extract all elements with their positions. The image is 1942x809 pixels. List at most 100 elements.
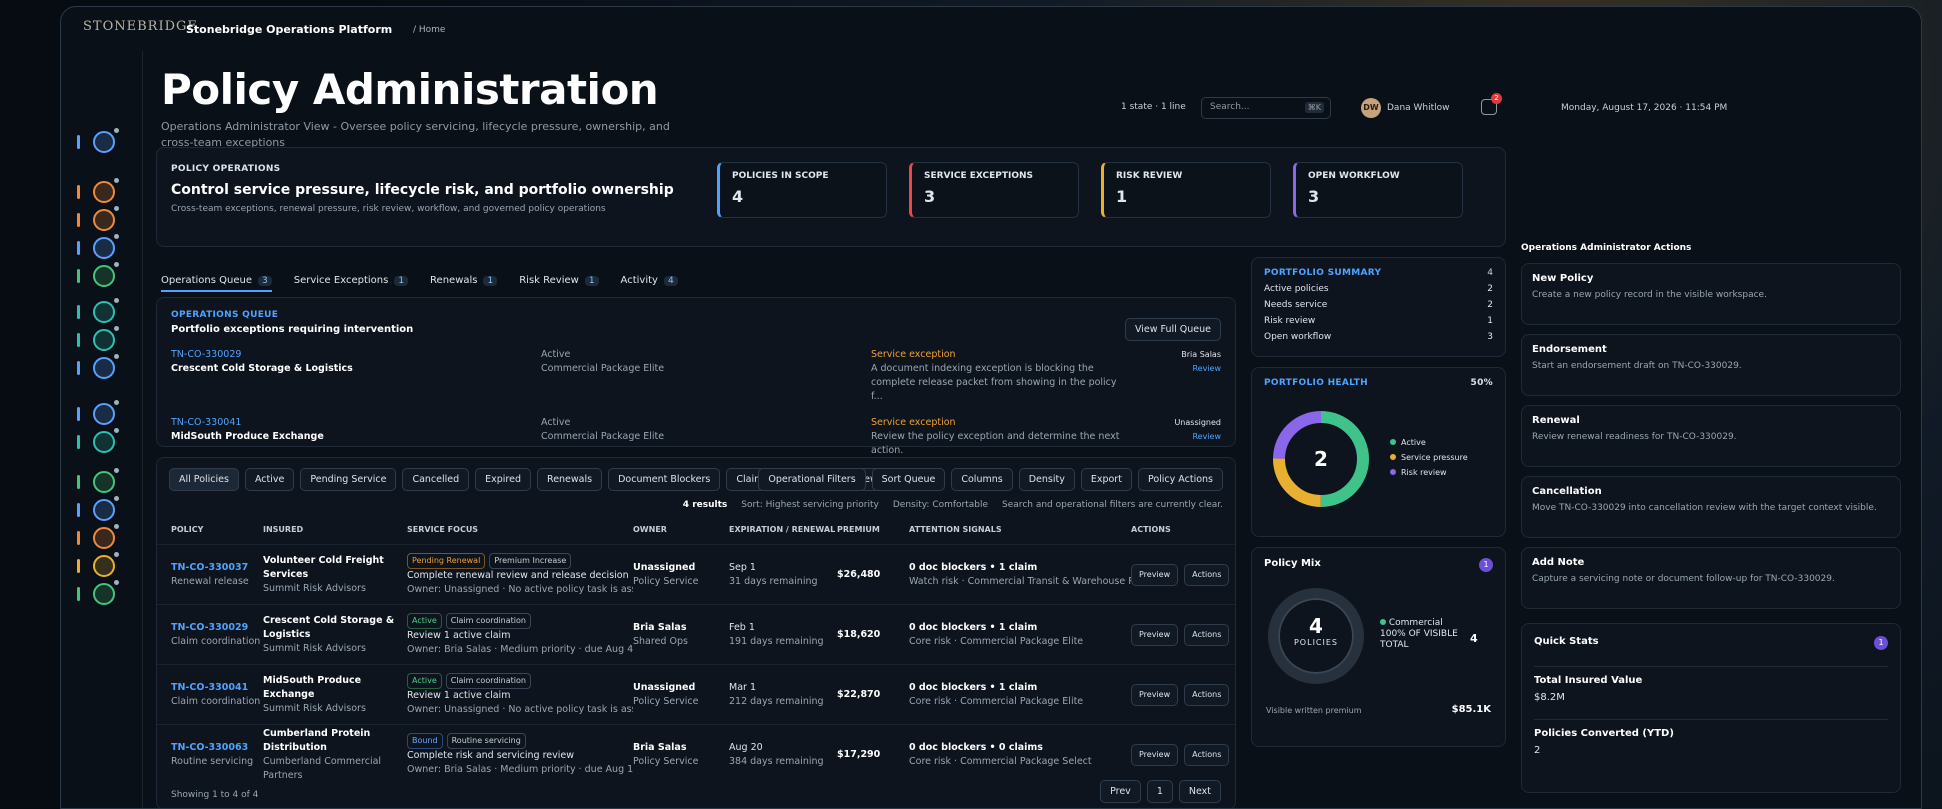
nav-icon[interactable]: [93, 428, 119, 453]
action-card[interactable]: New Policy Create a new policy record in …: [1521, 263, 1901, 325]
summary-label: Open workflow: [1264, 332, 1332, 342]
filter-chip[interactable]: Document Blockers: [608, 468, 721, 491]
policy-id[interactable]: TN-CO-330029: [171, 621, 249, 633]
sort-info: Sort: Highest servicing priority: [741, 500, 879, 510]
row-action[interactable]: Actions: [1184, 623, 1230, 646]
nav-icon[interactable]: [93, 552, 119, 577]
toolbar-button[interactable]: Columns: [951, 468, 1013, 491]
sidebar: [61, 51, 143, 808]
nav-icon[interactable]: [93, 468, 119, 493]
next-page[interactable]: Next: [1178, 780, 1221, 803]
prev-page[interactable]: Prev: [1100, 780, 1141, 803]
summary-value: 2: [1487, 284, 1493, 294]
row-action[interactable]: Preview: [1131, 563, 1179, 586]
filter-chip[interactable]: Cancelled: [402, 468, 470, 491]
insured-name: Crescent Cold Storage & Logistics: [171, 363, 353, 374]
breadcrumb[interactable]: / Home: [413, 25, 446, 35]
owner: Bria Salas: [633, 741, 687, 753]
nav-icon[interactable]: [93, 580, 119, 605]
issue-type: Service exception: [871, 417, 956, 428]
owner: Unassigned: [633, 561, 696, 573]
legend-item: Active: [1390, 438, 1468, 447]
policy-id[interactable]: TN-CO-330041: [171, 681, 249, 693]
filter-note: Search and operational filters are curre…: [1002, 500, 1223, 510]
row-action[interactable]: Preview: [1131, 683, 1179, 706]
policy-id[interactable]: TN-CO-330063: [171, 741, 249, 753]
user-name[interactable]: Dana Whitlow: [1387, 103, 1450, 113]
policy-id[interactable]: TN-CO-330029: [171, 349, 242, 360]
filter-chip[interactable]: Pending Service: [300, 468, 397, 491]
search-box[interactable]: Search... ⌘K: [1201, 97, 1331, 119]
nav-icon[interactable]: [93, 400, 119, 425]
date: Sep 1: [729, 561, 756, 573]
review-link[interactable]: Review: [1192, 364, 1221, 373]
tab[interactable]: Service Exceptions 1: [294, 275, 409, 292]
tab[interactable]: Activity 4: [621, 275, 678, 292]
overview-description: Cross-team exceptions, renewal pressure,…: [171, 204, 606, 214]
row-action[interactable]: Actions: [1184, 683, 1230, 706]
row-action[interactable]: Preview: [1131, 623, 1179, 646]
row-action[interactable]: Actions: [1184, 563, 1230, 586]
signals: 0 doc blockers • 1 claim: [909, 621, 1038, 633]
date: Aug 20: [729, 741, 763, 753]
nav-icon[interactable]: [93, 354, 119, 379]
toolbar-button[interactable]: Density: [1018, 468, 1075, 491]
cell-policy: TN-CO-330029 Claim coordination: [171, 621, 263, 649]
nav-icon[interactable]: [93, 496, 119, 521]
row-action[interactable]: Preview: [1131, 743, 1179, 766]
health-title: PORTFOLIO HEALTH: [1264, 378, 1368, 388]
action-card[interactable]: Cancellation Move TN-CO-330029 into cance…: [1521, 476, 1901, 538]
filter-chip[interactable]: All Policies: [169, 468, 239, 491]
app-name: Stonebridge Operations Platform: [186, 23, 393, 36]
filter-chip[interactable]: Renewals: [537, 468, 603, 491]
filter-chip[interactable]: Expired: [475, 468, 532, 491]
mix-legend: Commercial 100% OF VISIBLE TOTAL: [1380, 618, 1460, 651]
nav-icon[interactable]: [93, 206, 119, 231]
policy-id[interactable]: TN-CO-330037: [171, 561, 249, 573]
summary-item: Needs service 2: [1264, 300, 1493, 310]
nav-icon[interactable]: [93, 524, 119, 549]
action-card[interactable]: Endorsement Start an endorsement draft on…: [1521, 334, 1901, 396]
cell-signals: 0 doc blockers • 1 claim Core risk · Comm…: [909, 621, 1131, 649]
table-row: TN-CO-330063 Routine servicing Cumberland …: [157, 724, 1235, 784]
stats-title: Quick Stats: [1534, 636, 1599, 647]
bell-icon[interactable]: [1481, 99, 1497, 115]
queue-heading: Portfolio exceptions requiring intervent…: [171, 324, 414, 335]
avatar[interactable]: DW: [1361, 98, 1381, 118]
cell-owner: Bria Salas Shared Ops: [633, 621, 729, 649]
action-card[interactable]: Renewal Review renewal readiness for TN-C…: [1521, 405, 1901, 467]
toolbar-button[interactable]: Policy Actions: [1137, 468, 1223, 491]
stat-value: 2: [1534, 745, 1541, 756]
row-action[interactable]: Actions: [1184, 743, 1230, 766]
action-card[interactable]: Add Note Capture a servicing note or docu…: [1521, 547, 1901, 609]
focus-owner: Owner: Unassigned · No active policy tas…: [407, 703, 633, 715]
view-full-queue[interactable]: View Full Queue: [1124, 318, 1221, 341]
premium: $26,480: [837, 568, 881, 580]
tab[interactable]: Risk Review 1: [519, 275, 599, 292]
nav-icon[interactable]: [93, 262, 119, 287]
health-header: PORTFOLIO HEALTH 50%: [1264, 378, 1493, 388]
policy-id[interactable]: TN-CO-330041: [171, 417, 242, 428]
toolbar-button[interactable]: Export: [1080, 468, 1132, 491]
page-number[interactable]: 1: [1146, 780, 1173, 803]
queue-status: Active Commercial Package Elite: [541, 348, 871, 404]
filter-chip[interactable]: Active: [244, 468, 295, 491]
tab[interactable]: Renewals 1: [430, 275, 498, 292]
density-info: Density: Comfortable: [892, 500, 989, 510]
legend-dot: [1380, 619, 1386, 625]
action-text: Capture a servicing note or document fol…: [1532, 574, 1835, 584]
nav-icon[interactable]: [93, 128, 119, 153]
nav-indicator: [77, 435, 80, 449]
mix-share: 100% OF VISIBLE TOTAL: [1380, 629, 1458, 650]
policy-table: POLICY INSURED SERVICE FOCUS OWNER EXPIRATIO…: [157, 516, 1235, 784]
nav-icon[interactable]: [93, 178, 119, 203]
toolbar-button[interactable]: Operational Filters: [758, 468, 866, 491]
status: Active: [541, 349, 571, 360]
nav-icon[interactable]: [93, 298, 119, 323]
tab[interactable]: Operations Queue 3: [161, 275, 272, 292]
toolbar-button[interactable]: Sort Queue: [871, 468, 946, 491]
review-link[interactable]: Review: [1192, 432, 1221, 441]
nav-icon[interactable]: [93, 234, 119, 259]
queue-issue: Service exception Review the policy excep…: [871, 416, 1131, 458]
nav-icon[interactable]: [93, 326, 119, 351]
